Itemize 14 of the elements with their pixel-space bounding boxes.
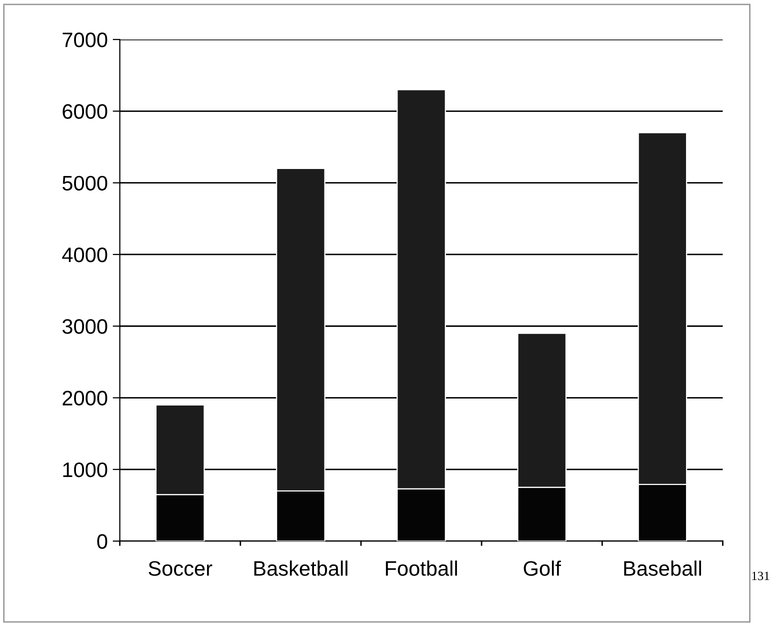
y-tick-label: 6000 (62, 104, 108, 119)
x-tick-label: Soccer (148, 561, 212, 576)
x-tick-label: Baseball (624, 560, 702, 576)
y-tick-label: 5000 (62, 176, 108, 191)
x-tick-label: Football (386, 560, 457, 576)
y-tick-label: 7000 (62, 32, 108, 48)
y-tick-label: 3000 (62, 319, 108, 334)
y-tick-label: 0 (97, 534, 108, 549)
x-tick-label: Basketball (254, 560, 348, 576)
x-tick-label: Golf (524, 560, 562, 576)
y-tick-label: 2000 (62, 390, 108, 406)
y-tick-label: 4000 (62, 247, 108, 262)
y-tick-label: 1000 (63, 462, 108, 478)
text: 131 (752, 572, 770, 580)
